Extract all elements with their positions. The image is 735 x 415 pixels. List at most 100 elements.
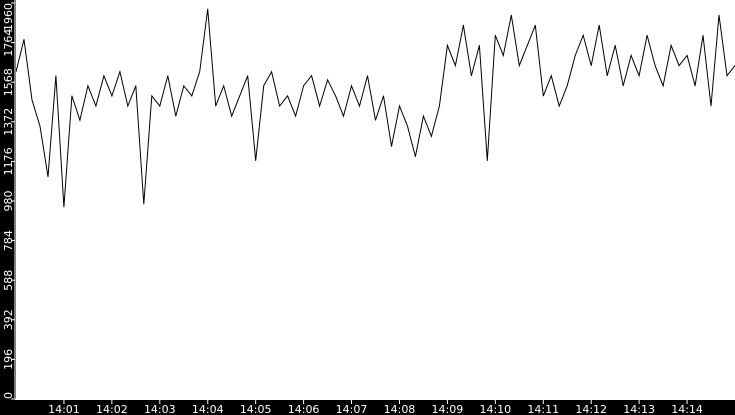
data-point	[566, 85, 568, 87]
data-point	[718, 14, 720, 16]
data-point	[71, 95, 73, 97]
data-point	[247, 75, 249, 77]
data-point	[439, 105, 440, 107]
data-point	[335, 95, 336, 97]
x-tick-label: 14:11	[527, 403, 559, 415]
data-point	[694, 85, 696, 87]
data-point	[710, 105, 712, 107]
data-point	[255, 160, 257, 161]
data-point	[119, 71, 121, 73]
data-point	[215, 105, 217, 107]
data-point	[686, 55, 688, 56]
data-point	[550, 75, 552, 77]
data-point	[319, 105, 320, 107]
data-point	[367, 75, 368, 77]
data-point	[87, 85, 89, 87]
y-tick-label: 1960	[2, 3, 15, 31]
data-point	[678, 65, 680, 67]
y-tick-label: 1176	[2, 147, 15, 175]
data-point	[407, 125, 408, 127]
y-tick-label: 1764	[2, 29, 15, 57]
data-point	[103, 75, 105, 77]
y-tick-label: 980	[2, 191, 15, 212]
data-point	[478, 45, 480, 46]
data-point	[726, 75, 728, 77]
data-point	[542, 95, 544, 97]
data-point	[662, 85, 664, 87]
series	[15, 8, 735, 208]
data-point	[127, 105, 129, 107]
data-point	[63, 206, 65, 208]
data-point	[606, 75, 608, 77]
x-tick-label: 14:13	[623, 403, 655, 415]
data-point	[143, 203, 145, 205]
data-point	[199, 71, 201, 73]
y-tick-label: 1372	[2, 108, 15, 136]
data-point	[494, 34, 496, 36]
data-point	[223, 85, 225, 87]
x-tick-label: 14:03	[144, 403, 176, 415]
data-point	[191, 95, 193, 97]
data-point	[95, 105, 97, 107]
x-tick-label: 14:08	[384, 403, 416, 415]
data-point	[415, 156, 416, 157]
data-point	[670, 45, 672, 46]
x-tick-label: 14:14	[671, 403, 703, 415]
x-tick-label: 14:12	[575, 403, 607, 415]
data-point	[582, 34, 584, 36]
data-point	[23, 38, 25, 40]
data-point	[391, 146, 392, 147]
data-point	[279, 105, 281, 107]
data-point	[303, 85, 304, 87]
data-point	[327, 79, 328, 81]
data-point	[207, 8, 209, 10]
x-tick-label: 14:06	[288, 403, 320, 415]
data-point	[135, 85, 137, 87]
y-tick-label: 196	[2, 349, 15, 370]
data-point	[470, 75, 472, 77]
data-point	[343, 115, 344, 117]
y-tick-label: 1568	[2, 68, 15, 96]
data-point	[175, 115, 177, 117]
data-point	[31, 99, 33, 101]
data-point	[359, 105, 360, 107]
x-tick-label: 14:07	[336, 403, 368, 415]
data-point	[534, 24, 536, 26]
data-point	[167, 75, 169, 77]
data-point	[15, 71, 17, 73]
data-point	[510, 14, 512, 16]
data-point	[159, 105, 161, 107]
data-point	[486, 160, 488, 161]
data-point	[598, 24, 600, 26]
x-axis: 14:01 14:02 14:03 14:04 14:05 14:06 14:07 14:08…	[15, 399, 735, 415]
data-point	[702, 34, 704, 36]
data-point	[263, 85, 265, 87]
y-tick-label: 784	[2, 230, 15, 251]
data-point	[590, 65, 592, 67]
x-tick-label: 14:09	[432, 403, 464, 415]
data-point	[622, 85, 624, 87]
plot-area	[16, 0, 735, 399]
data-point	[502, 55, 504, 56]
data-point	[614, 45, 616, 46]
x-tick-label: 14:01	[48, 403, 80, 415]
x-tick-label: 14:04	[192, 403, 224, 415]
data-point	[518, 65, 520, 67]
data-point	[462, 24, 464, 26]
data-point	[383, 95, 384, 97]
data-point	[423, 115, 424, 117]
data-point	[55, 75, 57, 77]
data-point	[79, 119, 81, 121]
data-point	[295, 115, 297, 117]
data-point	[558, 105, 560, 107]
data-point	[151, 95, 153, 97]
data-point	[231, 115, 233, 117]
y-tick-label: 392	[2, 309, 15, 330]
data-point	[311, 75, 312, 77]
x-tick-label: 14:05	[240, 403, 272, 415]
data-point	[646, 34, 648, 36]
data-point	[239, 95, 241, 97]
data-point	[287, 95, 289, 97]
data-point	[183, 85, 185, 87]
